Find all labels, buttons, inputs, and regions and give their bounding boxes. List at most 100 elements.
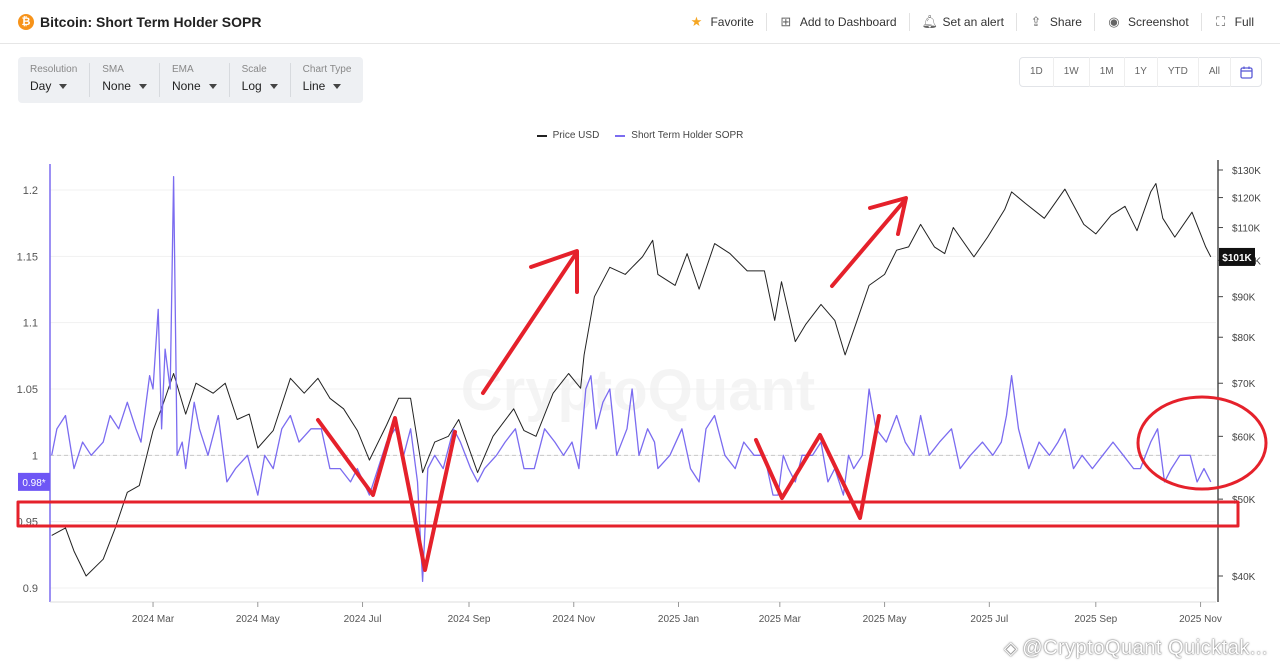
w-pattern-mid-2024	[316, 416, 457, 572]
up-arrow-head-late-2024	[529, 249, 579, 294]
right-tick-label: $80K	[1232, 333, 1256, 344]
resolution-value: Day	[30, 79, 52, 93]
range-1m[interactable]: 1M	[1090, 57, 1125, 87]
right-tick-label: $90K	[1232, 293, 1256, 304]
screenshot-label: Screenshot	[1127, 15, 1189, 29]
right-tick-label: $130K	[1232, 166, 1261, 177]
latest-readings-circle	[1136, 395, 1268, 491]
chart-type-select[interactable]: Chart Type Line	[289, 63, 364, 97]
sopr-line	[51, 176, 1212, 583]
screenshot-button[interactable]: ◉ Screenshot	[1093, 13, 1201, 31]
left-tick-label: 0.9	[23, 583, 38, 595]
bitcoin-logo-icon: ₿	[18, 13, 34, 30]
favorite-button[interactable]: ★ Favorite	[677, 13, 765, 31]
x-tick-label: 2025 May	[863, 614, 907, 625]
left-tick-label: 1.15	[17, 251, 38, 263]
left-tick-label: 1.1	[23, 318, 38, 330]
chart-legend: Price USD Short Term Holder SOPR	[0, 130, 1280, 141]
up-arrow-head-spring-2025	[868, 196, 908, 236]
right-tick-label: $60K	[1232, 432, 1256, 443]
add-to-dashboard-label: Add to Dashboard	[799, 15, 897, 29]
x-tick-label: 2024 Mar	[132, 614, 175, 625]
resolution-label: Resolution	[30, 64, 78, 75]
set-alert-button[interactable]: 🔔︎ Set an alert	[908, 13, 1016, 31]
right-tick-label: $50K	[1232, 495, 1256, 506]
x-tick-label: 2025 Nov	[1179, 614, 1222, 625]
legend-swatch-sopr	[615, 134, 626, 137]
chart-type-label: Chart Type	[302, 64, 352, 75]
range-all[interactable]: All	[1199, 57, 1231, 87]
range-1d[interactable]: 1D	[1020, 57, 1054, 87]
watermark-text: CryptoQuant	[461, 358, 815, 423]
scale-select[interactable]: Scale Log	[228, 63, 290, 97]
annotation-layer	[16, 196, 1268, 572]
left-tick-label: 1	[32, 450, 38, 462]
sma-label: SMA	[102, 64, 124, 75]
x-tick-label: 2025 Jul	[970, 614, 1008, 625]
sma-select[interactable]: SMA None	[89, 63, 159, 97]
legend-item-price[interactable]: Price USD	[536, 130, 599, 141]
scale-value: Log	[241, 79, 262, 93]
price-current-badge	[1219, 247, 1255, 266]
w-pattern-early-2025	[754, 414, 881, 520]
range-1w[interactable]: 1W	[1054, 57, 1090, 87]
page-title: Bitcoin: Short Term Holder SOPR	[40, 13, 262, 30]
chevron-down-icon	[269, 84, 278, 90]
ema-label: EMA	[171, 64, 194, 75]
chevron-down-icon	[208, 84, 217, 90]
share-label: Share	[1049, 15, 1082, 29]
dashboard-add-icon: ⊞	[780, 14, 792, 29]
range-1y[interactable]: 1Y	[1125, 57, 1158, 87]
left-tick-label: 1.2	[23, 185, 38, 197]
up-arrow-late-2024	[481, 253, 577, 395]
chart-area[interactable]: CryptoQuant 0.90.9511.051.11.151.20.98* …	[0, 150, 1280, 670]
x-tick-label: 2024 Nov	[552, 614, 595, 625]
top-bar: ₿ Bitcoin: Short Term Holder SOPR ★ Favor…	[0, 0, 1280, 44]
calendar-icon[interactable]	[1231, 57, 1261, 87]
price-usd-line	[51, 183, 1212, 577]
add-to-dashboard-button[interactable]: ⊞ Add to Dashboard	[765, 13, 909, 31]
x-tick-label: 2024 Jul	[344, 614, 382, 625]
chevron-down-icon	[59, 84, 68, 90]
full-label: Full	[1234, 15, 1254, 29]
set-alert-label: Set an alert	[942, 15, 1004, 29]
right-tick-label: $40K	[1232, 572, 1256, 583]
sopr-current-badge	[18, 472, 50, 491]
up-arrow-spring-2025	[830, 198, 907, 288]
right-tick-label: $110K	[1232, 224, 1261, 235]
bell-icon: 🔔︎	[921, 14, 939, 29]
range-selector: 1D 1W 1M 1Y YTD All	[1018, 57, 1262, 87]
right-tick-label: $120K	[1232, 194, 1261, 205]
chart-controls: Resolution Day SMA None EMA None Scale L…	[18, 57, 364, 103]
fullscreen-icon: ⛶	[1216, 14, 1226, 29]
legend-item-sopr[interactable]: Short Term Holder SOPR	[615, 130, 743, 141]
cryptoquant-logo-icon: ◈	[1003, 638, 1019, 658]
ema-value: None	[171, 79, 201, 93]
x-tick-label: 2025 Sep	[1074, 614, 1117, 625]
full-button[interactable]: ⛶ Full	[1200, 13, 1266, 31]
price-current-label: $101K	[1222, 253, 1252, 264]
legend-label-sopr: Short Term Holder SOPR	[631, 130, 744, 141]
share-button[interactable]: ⇪ Share	[1015, 13, 1094, 31]
resolution-select[interactable]: Resolution Day	[18, 63, 89, 97]
series-layer	[51, 176, 1212, 583]
chevron-down-icon	[333, 84, 342, 90]
brand: ₿ Bitcoin: Short Term Holder SOPR	[0, 13, 262, 30]
grid-lines	[50, 189, 1216, 589]
right-axis: $40K$50K$60K$70K$80K$90K$100K$110K$120K$…	[1217, 160, 1261, 602]
x-tick-label: 2025 Mar	[759, 614, 802, 625]
right-tick-label: $70K	[1232, 379, 1256, 390]
x-tick-label: 2024 May	[236, 614, 280, 625]
ema-select[interactable]: EMA None	[158, 63, 229, 97]
share-icon: ⇪	[1030, 14, 1042, 29]
x-axis: 2024 Mar 2024 May 2024 Jul 2024 Sep 2024 Nov…	[50, 601, 1222, 625]
range-ytd[interactable]: YTD	[1158, 57, 1199, 87]
chevron-down-icon	[138, 84, 147, 90]
credit-text: @CryptoQuant Quicktak...	[1022, 637, 1268, 659]
support-zone-rectangle	[16, 500, 1240, 528]
camera-icon: ◉	[1108, 14, 1120, 29]
favorite-label: Favorite	[710, 15, 754, 29]
star-icon: ★	[690, 14, 703, 29]
legend-swatch-price	[536, 134, 547, 137]
